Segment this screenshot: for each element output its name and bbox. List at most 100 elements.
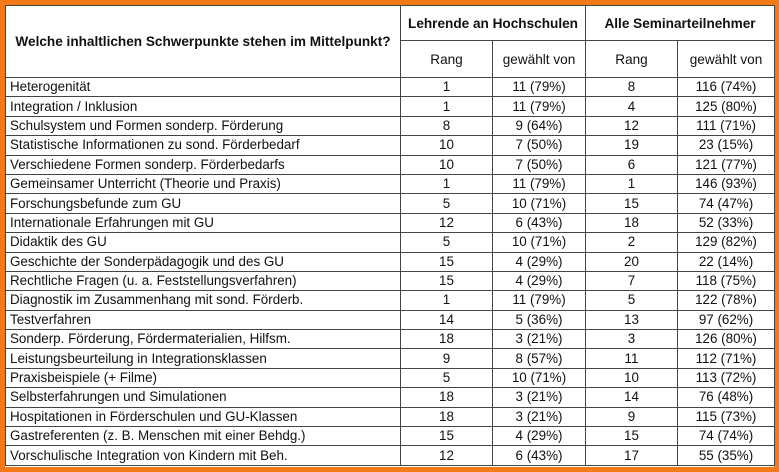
participant-rank-cell: 20	[585, 251, 678, 272]
participant-chosen-cell: 116 (74%)	[676, 76, 776, 98]
topic-cell: Praxisbeispiele (+ Filme)	[5, 367, 401, 389]
lecturer-rank-cell: 8	[400, 115, 493, 137]
table-row: Praxisbeispiele (+ Filme) 5 10 (71%) 10 113 …	[5, 367, 776, 389]
lecturer-rank-cell: 18	[400, 387, 493, 408]
participant-chosen-cell: 97 (62%)	[676, 309, 776, 331]
lecturer-chosen-cell: 3 (21%)	[492, 406, 586, 428]
topic-cell: Leistungsbeurteilung in Integrationsklas…	[5, 348, 401, 369]
topic-cell: Verschiedene Formen sonderp. Förderbedar…	[5, 154, 401, 175]
lecturer-chosen-cell: 3 (21%)	[492, 329, 586, 350]
table-row: Didaktik des GU 5 10 (71%) 2 129 (82%)	[5, 232, 776, 253]
topic-cell: Hospitationen in Förderschulen und GU-Kl…	[5, 406, 401, 428]
participant-rank-cell: 6	[585, 154, 678, 175]
participant-rank-cell: 9	[585, 406, 678, 428]
table-row: Vorschulische Integration von Kindern mi…	[5, 445, 776, 466]
lecturer-rank-cell: 12	[400, 445, 493, 466]
table-row: Hospitationen in Förderschulen und GU-Kl…	[5, 406, 776, 428]
topic-cell: Schulsystem und Formen sonderp. Förderun…	[5, 115, 401, 137]
table-body: Heterogenität 1 11 (79%) 8 116 (74%) Integrat…	[5, 76, 776, 466]
lecturer-chosen-cell: 3 (21%)	[492, 387, 586, 408]
lecturer-chosen-cell: 10 (71%)	[492, 193, 586, 214]
topic-cell: Rechtliche Fragen (u. a. Feststellungsve…	[5, 270, 401, 292]
lecturer-chosen-cell: 8 (57%)	[492, 348, 586, 369]
participant-chosen-cell: 76 (48%)	[676, 387, 776, 408]
lecturer-chosen-cell: 10 (71%)	[492, 367, 586, 389]
table-row: Diagnostik im Zusammenhang mit sond. För…	[5, 290, 776, 311]
topic-cell: Forschungsbefunde zum GU	[5, 193, 401, 214]
topic-cell: Geschichte der Sonderpädagogik und des G…	[5, 251, 401, 272]
lecturer-rank-cell: 1	[400, 76, 493, 98]
lecturer-rank-cell: 10	[400, 154, 493, 175]
table-row: Selbsterfahrungen und Simulationen 18 3 (2…	[5, 387, 776, 408]
group-header-participants: Alle Seminarteilnehmer	[584, 5, 776, 41]
table-row: Statistische Informationen zu sond. Förd…	[5, 135, 776, 156]
lecturer-chosen-cell: 11 (79%)	[492, 173, 586, 195]
table-row: Heterogenität 1 11 (79%) 8 116 (74%)	[5, 76, 776, 98]
participant-chosen-cell: 129 (82%)	[676, 232, 776, 253]
participant-rank-cell: 14	[585, 387, 678, 408]
results-table: Welche inhaltlichen Schwerpunkte stehen …	[5, 5, 776, 466]
lecturer-chosen-cell: 11 (79%)	[492, 290, 586, 311]
participant-rank-cell: 10	[585, 367, 678, 389]
table-row: Testverfahren 14 5 (36%) 13 97 (62%)	[5, 309, 776, 331]
lecturer-rank-cell: 1	[400, 96, 493, 117]
table-row: Forschungsbefunde zum GU 5 10 (71%) 15 74 (4…	[5, 193, 776, 214]
lecturer-chosen-cell: 6 (43%)	[492, 212, 586, 234]
participant-chosen-cell: 122 (78%)	[676, 290, 776, 311]
lecturer-rank-cell: 1	[400, 290, 493, 311]
lecturer-rank-cell: 9	[400, 348, 493, 369]
topic-cell: Gemeinsamer Unterricht (Theorie und Prax…	[5, 173, 401, 195]
table-row: Sonderp. Förderung, Fördermaterialien, H…	[5, 329, 776, 350]
lecturer-rank-cell: 10	[400, 135, 493, 156]
lecturer-chosen-cell: 4 (29%)	[492, 251, 586, 272]
topic-cell: Testverfahren	[5, 309, 401, 331]
participant-rank-cell: 19	[585, 135, 678, 156]
lecturer-chosen-cell: 11 (79%)	[492, 96, 586, 117]
participant-chosen-cell: 55 (35%)	[676, 445, 776, 466]
participant-rank-cell: 15	[585, 426, 678, 447]
topic-cell: Internationale Erfahrungen mit GU	[5, 212, 401, 234]
lecturer-rank-cell: 5	[400, 232, 493, 253]
participant-rank-cell: 15	[585, 193, 678, 214]
topic-cell: Heterogenität	[5, 76, 401, 98]
topic-cell: Sonderp. Förderung, Fördermaterialien, H…	[5, 329, 401, 350]
participant-rank-cell: 8	[585, 76, 678, 98]
lecturer-rank-cell: 5	[400, 367, 493, 389]
lecturer-rank-cell: 18	[400, 406, 493, 428]
lecturer-chosen-cell: 5 (36%)	[492, 309, 586, 331]
chosen-header: gewählt von	[676, 40, 776, 78]
table-row: Gemeinsamer Unterricht (Theorie und Prax…	[5, 173, 776, 195]
participant-chosen-cell: 112 (71%)	[676, 348, 776, 369]
lecturer-chosen-cell: 7 (50%)	[492, 154, 586, 175]
participant-chosen-cell: 113 (72%)	[676, 367, 776, 389]
question-header: Welche inhaltlichen Schwerpunkte stehen …	[5, 5, 401, 78]
table-row: Geschichte der Sonderpädagogik und des G…	[5, 251, 776, 272]
participant-chosen-cell: 115 (73%)	[676, 406, 776, 428]
participant-chosen-cell: 23 (15%)	[676, 135, 776, 156]
participant-rank-cell: 1	[585, 173, 678, 195]
table-frame: Welche inhaltlichen Schwerpunkte stehen …	[5, 5, 776, 467]
participant-rank-cell: 11	[585, 348, 678, 369]
lecturer-chosen-cell: 10 (71%)	[492, 232, 586, 253]
participant-rank-cell: 7	[585, 270, 678, 292]
lecturer-rank-cell: 14	[400, 309, 493, 331]
lecturer-rank-cell: 1	[400, 173, 493, 195]
lecturer-chosen-cell: 4 (29%)	[492, 426, 586, 447]
lecturer-chosen-cell: 9 (64%)	[492, 115, 586, 137]
table-row: Leistungsbeurteilung in Integrationsklas…	[5, 348, 776, 369]
topic-cell: Didaktik des GU	[5, 232, 401, 253]
table-row: Gastreferenten (z. B. Menschen mit einer…	[5, 426, 776, 447]
topic-cell: Diagnostik im Zusammenhang mit sond. För…	[5, 290, 401, 311]
lecturer-rank-cell: 18	[400, 329, 493, 350]
participant-rank-cell: 3	[585, 329, 678, 350]
table-row: Internationale Erfahrungen mit GU 12 6 (43…	[5, 212, 776, 234]
group-header-lecturers: Lehrende an Hochschulen	[400, 5, 586, 41]
participant-rank-cell: 4	[585, 96, 678, 117]
topic-cell: Integration / Inklusion	[5, 96, 401, 117]
participant-chosen-cell: 74 (74%)	[676, 426, 776, 447]
lecturer-rank-cell: 15	[400, 251, 493, 272]
participant-rank-cell: 2	[585, 232, 678, 253]
topic-cell: Gastreferenten (z. B. Menschen mit einer…	[5, 426, 401, 447]
chosen-header: gewählt von	[492, 40, 586, 78]
lecturer-rank-cell: 15	[400, 426, 493, 447]
